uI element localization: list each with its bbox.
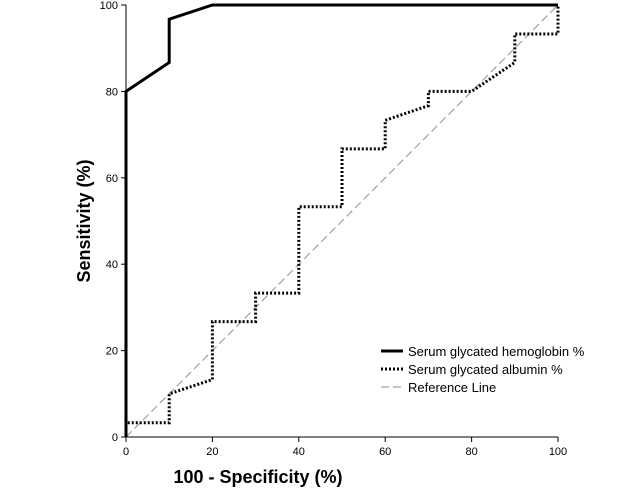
- y-tick-label: 20: [106, 346, 118, 358]
- y-tick-label: 80: [106, 86, 118, 98]
- x-tick-label: 40: [293, 446, 305, 458]
- legend-label-2: Reference Line: [408, 380, 496, 395]
- series-line-2: [125, 4, 559, 438]
- ticks: 0 20 40 60 80 100 0 20 40 60 80 100: [100, 0, 568, 458]
- x-axis-title: 100 - Specificity (%): [173, 467, 342, 487]
- x-tick-label: 20: [206, 446, 218, 458]
- y-tick-label: 40: [106, 259, 118, 271]
- legend-label-0: Serum glycated hemoglobin %: [408, 344, 585, 359]
- legend-label-1: Serum glycated albumin %: [408, 362, 563, 377]
- legend: Serum glycated hemoglobin % Serum glycate…: [381, 344, 585, 395]
- x-tick-label: 80: [465, 446, 477, 458]
- y-axis-title: Sensitivity (%): [74, 159, 94, 282]
- y-tick-label: 0: [112, 432, 118, 444]
- x-tick-label: 60: [379, 446, 391, 458]
- series-layer: [124, 3, 560, 438]
- x-tick-label: 0: [123, 446, 129, 458]
- x-tick-label: 100: [549, 446, 567, 458]
- y-tick-label: 100: [100, 0, 118, 12]
- series-line-1: [124, 5, 560, 437]
- series-line-0: [124, 3, 558, 437]
- y-tick-label: 60: [106, 173, 118, 185]
